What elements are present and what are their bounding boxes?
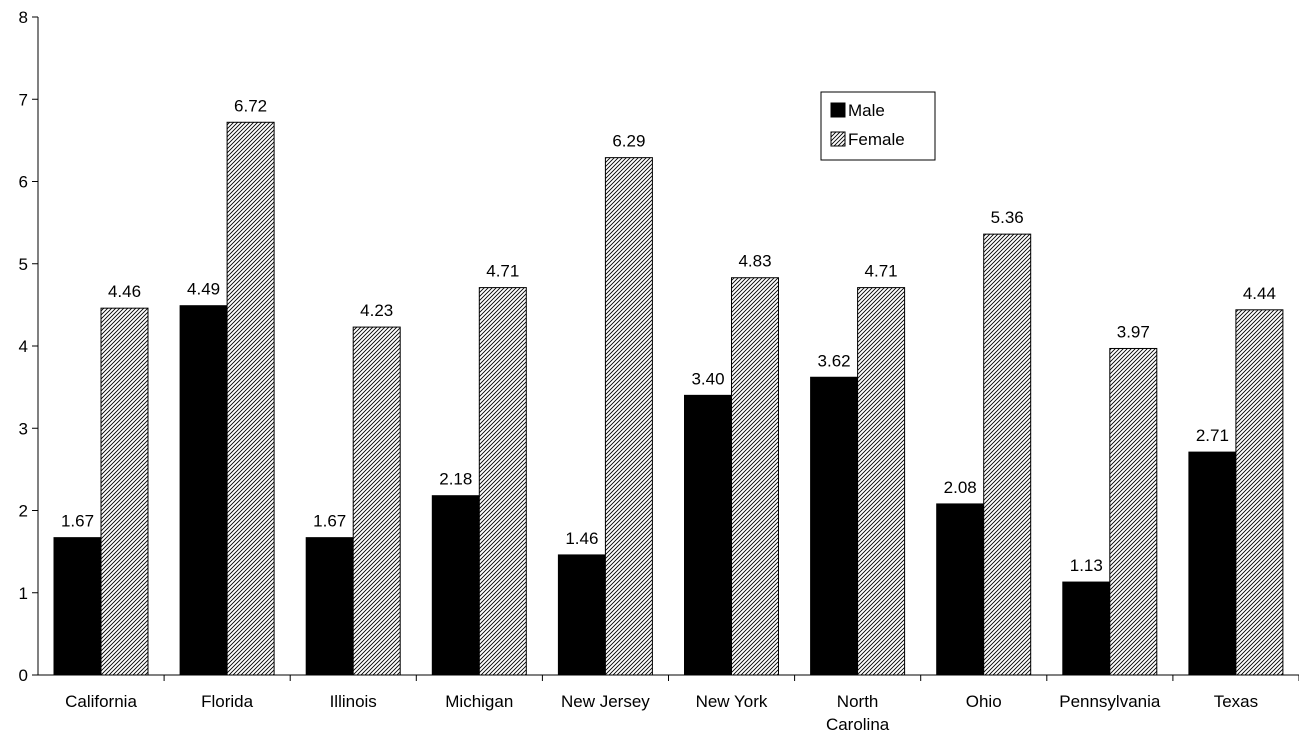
bar-male <box>1188 451 1237 676</box>
bar-female <box>1109 347 1158 676</box>
x-tick-label: Pennsylvania <box>1059 692 1161 711</box>
bar-female <box>857 287 906 676</box>
data-label-male: 4.49 <box>187 280 220 299</box>
y-tick-label: 0 <box>19 666 28 685</box>
y-tick-label: 6 <box>19 173 28 192</box>
data-label-male: 2.08 <box>944 478 977 497</box>
x-tick-label: Illinois <box>330 692 377 711</box>
legend: Male Female <box>820 91 936 161</box>
x-tick-label: New Jersey <box>561 692 650 711</box>
legend-label-female: Female <box>848 130 905 149</box>
data-label-female: 5.36 <box>991 208 1024 227</box>
data-label-female: 6.72 <box>234 96 267 115</box>
data-label-female: 6.29 <box>612 132 645 151</box>
bar-female <box>100 307 149 676</box>
y-tick-label: 1 <box>19 584 28 603</box>
y-tick-label: 8 <box>19 8 28 27</box>
axes: 0 1 2 3 4 5 6 7 8 California Florida Illinois Michig… <box>19 8 1299 734</box>
bar-male <box>810 376 859 676</box>
bar-female <box>604 157 653 676</box>
bar-male <box>431 495 480 676</box>
bar-female <box>352 326 401 676</box>
y-tick-label: 5 <box>19 255 28 274</box>
y-tick-label: 2 <box>19 502 28 521</box>
bar-female <box>1235 309 1284 676</box>
data-label-male: 1.13 <box>1070 556 1103 575</box>
data-label-female: 3.97 <box>1117 322 1150 341</box>
data-labels: 1.67 4.46 4.49 6.72 1.67 4.23 2.18 4.71 1.46 6.29… <box>61 96 1276 575</box>
data-label-female: 4.71 <box>865 262 898 281</box>
x-tick-label: New York <box>696 692 768 711</box>
bars <box>53 121 1284 676</box>
y-tick-label: 7 <box>19 90 28 109</box>
legend-swatch-male <box>830 102 846 118</box>
data-label-female: 4.46 <box>108 282 141 301</box>
legend-swatch-female <box>830 131 846 147</box>
data-label-male: 3.62 <box>818 351 851 370</box>
bar-female <box>226 121 275 676</box>
x-tick-label: Florida <box>201 692 254 711</box>
x-tick-label: California <box>65 692 137 711</box>
bar-female <box>983 233 1032 676</box>
bar-male <box>684 394 732 676</box>
x-tick-label: Michigan <box>445 692 513 711</box>
bar-female <box>478 287 527 676</box>
bar-male <box>557 554 606 676</box>
legend-label-male: Male <box>848 101 885 120</box>
y-tick-label: 3 <box>19 419 28 438</box>
y-tick-label: 4 <box>19 337 28 356</box>
bar-male <box>305 537 354 676</box>
x-tick-label: Ohio <box>966 692 1002 711</box>
x-tick-label: Texas <box>1214 692 1258 711</box>
data-label-female: 4.44 <box>1243 284 1276 303</box>
data-label-female: 4.23 <box>360 301 393 320</box>
data-label-female: 4.83 <box>738 252 771 271</box>
data-label-male: 2.71 <box>1196 426 1229 445</box>
bar-male <box>1062 581 1111 676</box>
bar-male <box>53 537 102 676</box>
bar-female <box>731 277 779 676</box>
data-label-male: 2.18 <box>439 470 472 489</box>
x-tick-label: North Carolina <box>826 692 890 734</box>
data-label-female: 4.71 <box>486 262 519 281</box>
data-label-male: 1.46 <box>565 529 598 548</box>
data-label-male: 1.67 <box>313 512 346 531</box>
bar-male <box>179 305 228 676</box>
bar-male <box>936 503 985 676</box>
data-label-male: 1.67 <box>61 512 94 531</box>
data-label-male: 3.40 <box>691 369 724 388</box>
